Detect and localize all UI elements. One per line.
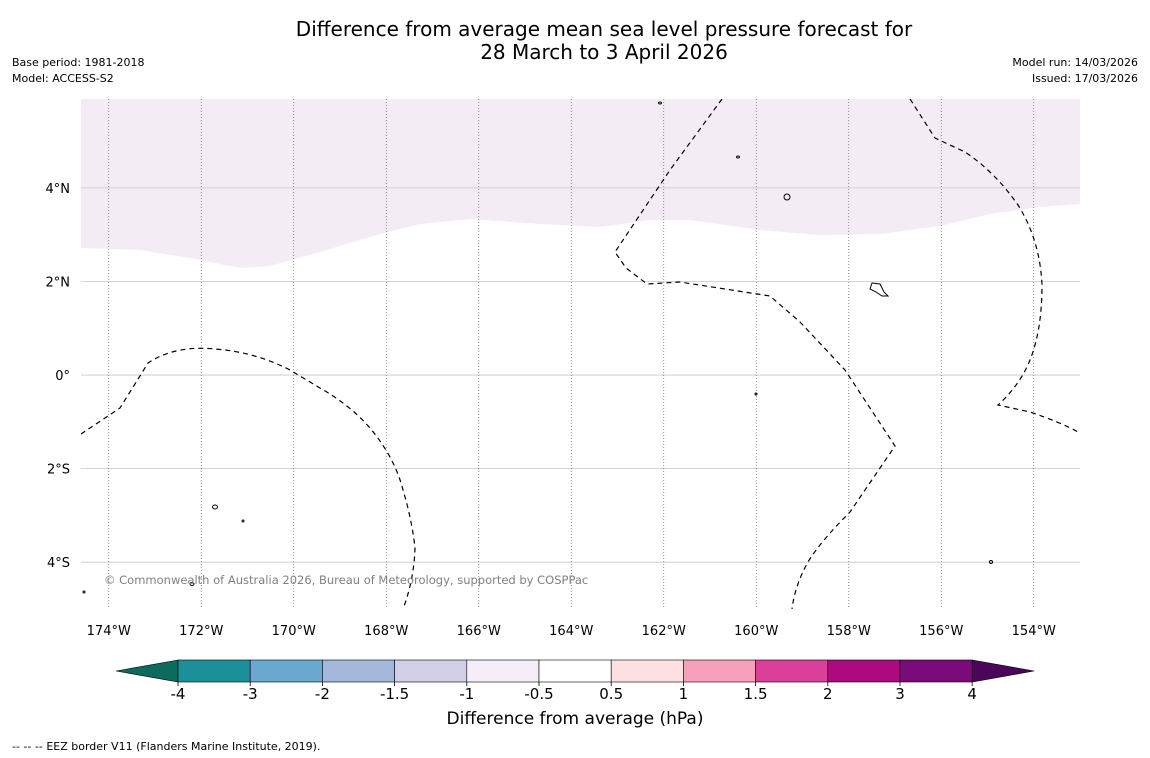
colorbar-tick-label: -1 bbox=[459, 685, 474, 703]
colorbar-tick-label: 4 bbox=[967, 685, 977, 703]
island bbox=[82, 590, 86, 594]
colorbar-tick-label: 1 bbox=[679, 685, 689, 703]
colorbar-tick-label: 0.5 bbox=[599, 685, 623, 703]
lon-label: 170°W bbox=[272, 624, 316, 639]
colorbar-segment bbox=[610, 659, 684, 683]
island bbox=[241, 519, 245, 523]
colorbar-segment bbox=[394, 659, 468, 683]
eez-legend-symbol: -- -- -- bbox=[12, 740, 43, 753]
lon-label: 168°W bbox=[364, 624, 408, 639]
meta-right: Model run: 14/03/2026 Issued: 17/03/2026 bbox=[1012, 55, 1138, 87]
island bbox=[189, 582, 195, 586]
latitude-gridlines bbox=[81, 187, 1080, 563]
longitude-gridlines bbox=[108, 99, 1035, 609]
island-kiritimati bbox=[869, 282, 890, 297]
island bbox=[783, 193, 791, 201]
colorbar-segment bbox=[322, 659, 395, 683]
shaded-anomaly-region bbox=[81, 99, 1080, 268]
lon-label: 166°W bbox=[457, 624, 501, 639]
map-title: Difference from average mean sea level p… bbox=[0, 18, 1150, 64]
base-period: Base period: 1981-2018 bbox=[12, 56, 145, 69]
lon-label: 172°W bbox=[179, 624, 223, 639]
lon-label: 154°W bbox=[1012, 624, 1056, 639]
lon-label: 162°W bbox=[642, 624, 686, 639]
colorbar-label: Difference from average (hPa) bbox=[446, 709, 704, 729]
eez-legend-text: EEZ border V11 (Flanders Marine Institut… bbox=[46, 740, 321, 753]
eez-border-east bbox=[909, 99, 1079, 433]
colorbar-segment bbox=[827, 659, 901, 683]
colorbar-tick-label: -3 bbox=[243, 685, 258, 703]
colorbar-segment bbox=[899, 659, 973, 683]
colorbar-segment bbox=[466, 659, 540, 683]
model-run: Model run: 14/03/2026 bbox=[1012, 56, 1138, 69]
lat-label: 2°S bbox=[47, 463, 70, 478]
colorbar-tick-label: -4 bbox=[171, 685, 186, 703]
latitude-labels: 4°N 2°N 0° 2°S 4°S bbox=[46, 182, 71, 571]
colorbar-tick-label: 3 bbox=[895, 685, 905, 703]
island bbox=[736, 155, 740, 159]
lon-label: 164°W bbox=[549, 624, 593, 639]
colorbar-tick-label: -2 bbox=[315, 685, 330, 703]
island bbox=[754, 392, 758, 396]
colorbar-tick-label: -0.5 bbox=[524, 685, 553, 703]
meta-left: Base period: 1981-2018 Model: ACCESS-S2 bbox=[12, 55, 144, 87]
island bbox=[658, 101, 662, 105]
colorbar-segment bbox=[755, 659, 829, 683]
colorbar-segment bbox=[538, 659, 612, 683]
eez-borders bbox=[81, 99, 1079, 609]
islands bbox=[82, 101, 993, 594]
colorbar-tick-label: 2 bbox=[823, 685, 833, 703]
lat-label: 4°N bbox=[46, 182, 71, 197]
colorbar-tick-label: -1.5 bbox=[380, 685, 409, 703]
colorbar-tick-labels: -4 -3 -2 -1.5 -1 -0.5 0.5 1 1.5 2 3 4 bbox=[171, 682, 977, 703]
island bbox=[989, 560, 993, 564]
lat-label: 0° bbox=[55, 369, 70, 384]
colorbar-segment bbox=[683, 659, 756, 683]
eez-border-central bbox=[614, 99, 896, 609]
issued-date: Issued: 17/03/2026 bbox=[1031, 72, 1138, 85]
copyright-notice: © Commonwealth of Australia 2026, Bureau… bbox=[104, 573, 588, 587]
lon-label: 158°W bbox=[827, 624, 871, 639]
lon-label: 160°W bbox=[734, 624, 778, 639]
lat-label: 4°S bbox=[47, 556, 70, 571]
footer-legend: -- -- -- EEZ border V11 (Flanders Marine… bbox=[12, 740, 320, 753]
colorbar-segment bbox=[177, 659, 251, 683]
eez-border-west bbox=[81, 347, 416, 609]
title-line-2: 28 March to 3 April 2026 bbox=[480, 40, 728, 64]
colorbar-extend-high bbox=[971, 659, 1035, 683]
longitude-labels: 174°W 172°W 170°W 168°W 166°W 164°W 162°W 160°W… bbox=[87, 624, 1056, 639]
model-name: Model: ACCESS-S2 bbox=[12, 72, 114, 85]
colorbar bbox=[115, 659, 1035, 683]
lat-label: 2°N bbox=[46, 275, 71, 290]
colorbar-tick-label: 1.5 bbox=[744, 685, 768, 703]
colorbar-extend-low bbox=[115, 659, 179, 683]
island bbox=[212, 504, 218, 510]
lon-label: 156°W bbox=[919, 624, 963, 639]
colorbar-segment bbox=[249, 659, 323, 683]
lon-label: 174°W bbox=[87, 624, 131, 639]
title-line-1: Difference from average mean sea level p… bbox=[295, 17, 913, 41]
